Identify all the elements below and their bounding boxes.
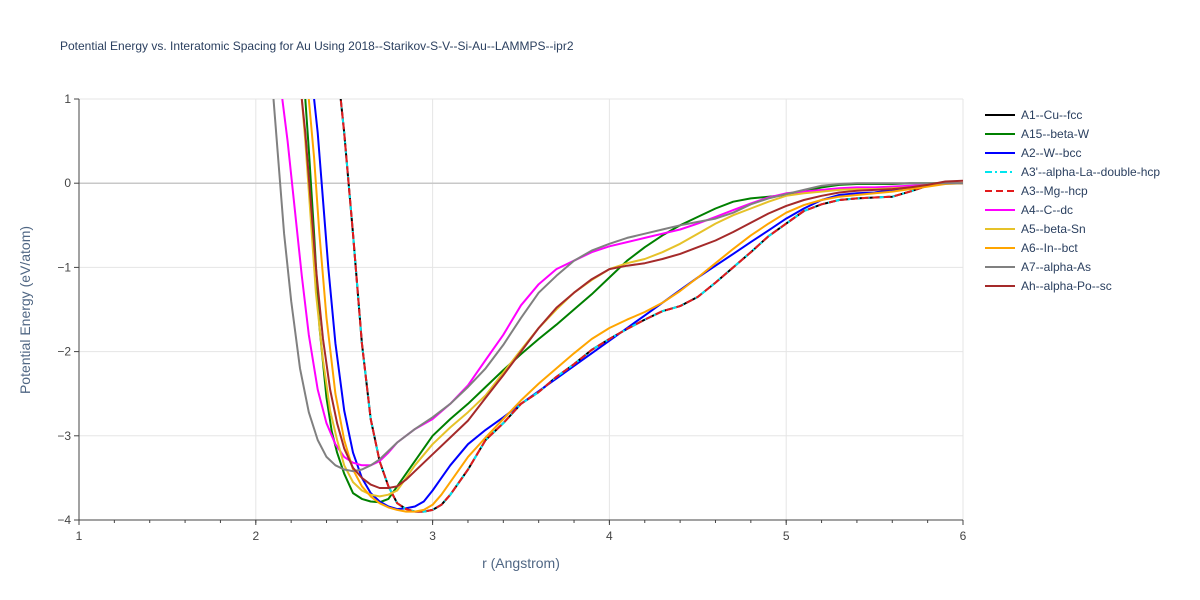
x-tick-label: 6 (960, 529, 967, 543)
x-tick-label: 1 (76, 529, 83, 543)
legend-label: Ah--alpha-Po--sc (1021, 279, 1112, 293)
x-tick-labels: 1 2 3 4 5 6 (76, 520, 967, 543)
y-tick-label: 0 (64, 176, 71, 190)
series-line-1 (304, 99, 963, 504)
series-line-7 (307, 99, 963, 513)
legend-item[interactable]: A3--Mg--hcp (985, 184, 1088, 198)
legend-label: A1--Cu--fcc (1021, 108, 1082, 122)
series-layer (272, 99, 963, 513)
y-tick-labels: 1 0 −1 −2 −3 −4 (57, 92, 79, 527)
x-axis-title: r (Angstrom) (482, 555, 560, 571)
legend-item[interactable]: A2--W--bcc (985, 146, 1081, 160)
series-line-8 (272, 99, 963, 473)
y-axis-title: Potential Energy (eV/atom) (17, 226, 33, 394)
y-tick-label: 1 (64, 92, 71, 106)
series-line-6 (300, 99, 963, 498)
legend-label: A6--In--bct (1021, 241, 1078, 255)
series-line-9 (300, 99, 963, 489)
series-line-4 (339, 99, 963, 513)
x-tick-label: 3 (429, 529, 436, 543)
legend-item[interactable]: A7--alpha-As (985, 260, 1091, 274)
x-tick-label: 2 (252, 529, 259, 543)
legend-item[interactable]: A6--In--bct (985, 241, 1078, 255)
legend-label: A3'--alpha-La--double-hcp (1021, 165, 1160, 179)
y-tick-label: −3 (57, 429, 71, 443)
x-tick-label: 4 (606, 529, 613, 543)
legend-label: A7--alpha-As (1021, 260, 1091, 274)
legend-item[interactable]: A15--beta-W (985, 127, 1090, 141)
legend-item[interactable]: A4--C--dc (985, 203, 1073, 217)
legend-label: A3--Mg--hcp (1021, 184, 1088, 198)
legend[interactable]: A1--Cu--fcc A15--beta-W A2--W--bcc A3'--alp… (985, 108, 1160, 293)
legend-item[interactable]: A5--beta-Sn (985, 222, 1086, 236)
y-tick-label: −4 (57, 513, 71, 527)
legend-label: A4--C--dc (1021, 203, 1073, 217)
legend-label: A15--beta-W (1021, 127, 1090, 141)
legend-item[interactable]: Ah--alpha-Po--sc (985, 279, 1112, 293)
legend-label: A2--W--bcc (1021, 146, 1081, 160)
legend-item[interactable]: A3'--alpha-La--double-hcp (985, 165, 1160, 179)
legend-label: A5--beta-Sn (1021, 222, 1086, 236)
chart-title: Potential Energy vs. Interatomic Spacing… (60, 39, 574, 53)
x-tick-label: 5 (783, 529, 790, 543)
legend-item[interactable]: A1--Cu--fcc (985, 108, 1082, 122)
y-tick-label: −2 (57, 345, 71, 359)
y-tick-label: −1 (57, 260, 71, 274)
